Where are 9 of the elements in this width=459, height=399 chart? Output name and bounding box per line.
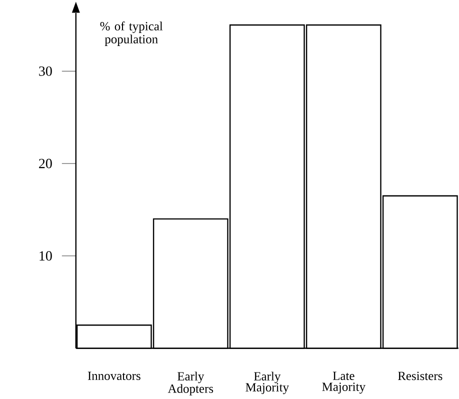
x-tick-label: Early Adopters bbox=[168, 372, 214, 396]
x-tick-label: Resisters bbox=[398, 372, 442, 380]
x-tick-label: Innovators bbox=[88, 372, 140, 380]
x-tick-label: Early Majority bbox=[246, 372, 289, 394]
y-tick-label: 10 bbox=[40, 250, 52, 260]
y-axis-title: % of typical population bbox=[100, 21, 163, 46]
y-tick-label: 20 bbox=[39, 158, 52, 168]
y-tick-label: 30 bbox=[39, 66, 52, 76]
x-tick-label: Late Majority bbox=[322, 372, 366, 394]
